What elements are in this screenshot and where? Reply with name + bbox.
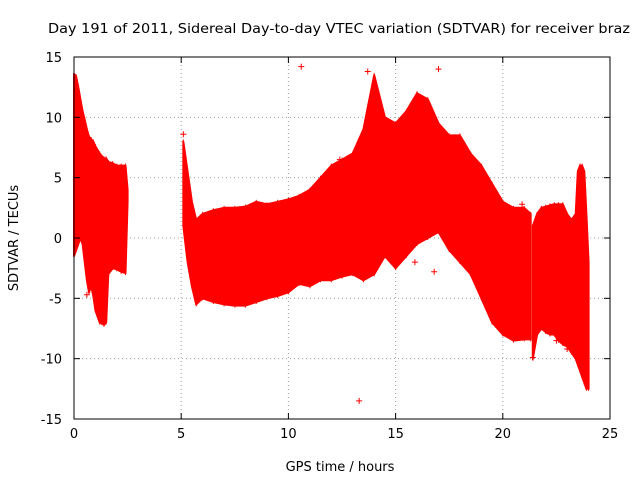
y-tick-label: -5 <box>49 292 62 307</box>
y-tick-label: 0 <box>54 232 62 247</box>
data-point-marker <box>414 228 421 235</box>
x-axis-label: GPS time / hours <box>286 460 395 475</box>
y-tick-label: 5 <box>54 172 62 187</box>
tick-marks <box>73 56 611 420</box>
y-tick-label: 15 <box>45 51 62 66</box>
data-point-marker <box>298 63 305 70</box>
x-tick-label: 0 <box>70 427 78 442</box>
data-point-marker <box>356 397 363 404</box>
y-tick-label: -15 <box>41 413 62 428</box>
data-point-marker <box>83 291 90 298</box>
data-point-marker <box>336 156 343 163</box>
x-tick-label: 25 <box>602 427 619 442</box>
x-tick-label: 15 <box>387 427 404 442</box>
data-point-marker <box>435 66 442 73</box>
data-point-marker <box>364 68 371 75</box>
data-point-marker <box>514 213 521 220</box>
y-axis-label: SDTVAR / TECUs <box>7 185 22 292</box>
data-layer <box>73 63 590 404</box>
x-tick-label: 20 <box>495 427 512 442</box>
data-point-marker <box>529 354 536 361</box>
tick-labels: 0 5 10 15 20 25 -15 -10 -5 0 5 10 15 <box>41 51 619 442</box>
data-point-marker <box>362 160 369 167</box>
x-tick-label: 5 <box>177 427 185 442</box>
chart-title: Day 191 of 2011, Sidereal Day-to-day VTE… <box>48 22 630 37</box>
data-point-marker <box>180 131 187 138</box>
y-tick-label: -10 <box>41 353 62 368</box>
data-point-marker <box>411 259 418 266</box>
data-point-marker <box>431 268 438 275</box>
x-tick-label: 10 <box>280 427 297 442</box>
y-tick-label: 10 <box>45 111 62 126</box>
data-point-marker <box>519 201 526 208</box>
data-point-marker <box>553 337 560 344</box>
data-point-marker <box>564 346 571 353</box>
data-point-marker <box>484 180 491 187</box>
